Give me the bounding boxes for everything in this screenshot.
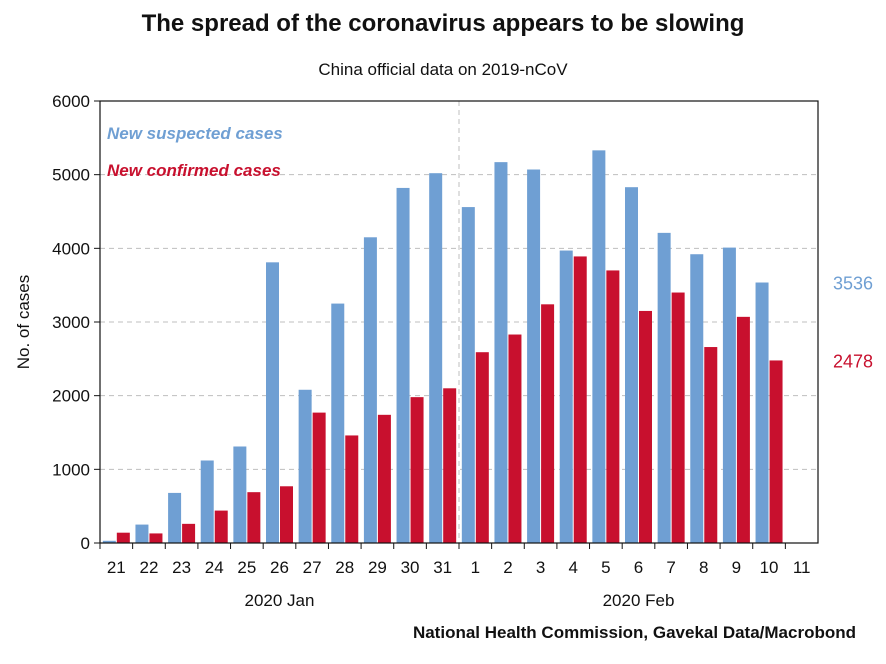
x-tick-label: 11 bbox=[793, 558, 811, 577]
y-tick-label: 0 bbox=[81, 534, 90, 553]
x-tick-label: 23 bbox=[172, 558, 191, 577]
suspected-bar bbox=[200, 460, 214, 543]
confirmed-bar bbox=[573, 256, 587, 543]
x-tick-label: 28 bbox=[335, 558, 354, 577]
suspected-bar bbox=[657, 232, 671, 543]
confirmed-bar bbox=[769, 360, 783, 543]
x-tick-label: 27 bbox=[303, 558, 322, 577]
y-tick-label: 5000 bbox=[52, 166, 90, 185]
suspected-bar bbox=[135, 524, 149, 543]
confirmed-bar bbox=[247, 492, 261, 543]
x-tick-label: 25 bbox=[237, 558, 256, 577]
confirmed-bar bbox=[639, 310, 652, 543]
confirmed-bar bbox=[280, 486, 293, 543]
x-tick-label: 2 bbox=[503, 558, 512, 577]
suspected-bar bbox=[298, 389, 312, 543]
confirmed-bar bbox=[214, 510, 228, 543]
suspected-bar bbox=[559, 250, 573, 543]
legend-entry: New suspected cases bbox=[107, 124, 283, 143]
y-tick-label: 3000 bbox=[52, 313, 90, 332]
suspected-bar bbox=[396, 187, 410, 543]
suspected-bar bbox=[592, 150, 606, 543]
x-tick-label: 9 bbox=[732, 558, 741, 577]
suspected-bar bbox=[494, 162, 508, 544]
x-tick-label: 26 bbox=[270, 558, 289, 577]
suspected-bar bbox=[755, 282, 769, 543]
confirmed-bar bbox=[377, 414, 391, 543]
chart-title: The spread of the coronavirus appears to… bbox=[141, 10, 745, 37]
x-tick-label: 29 bbox=[368, 558, 387, 577]
suspected-bar bbox=[527, 169, 541, 543]
suspected-bar bbox=[168, 492, 182, 543]
x-group-label: 2020 Jan bbox=[245, 591, 315, 610]
y-tick-label: 1000 bbox=[52, 460, 90, 479]
x-tick-label: 5 bbox=[601, 558, 610, 577]
confirmed-bar bbox=[736, 316, 750, 543]
suspected-bar bbox=[625, 187, 638, 543]
x-tick-label: 31 bbox=[433, 558, 452, 577]
y-tick-label: 4000 bbox=[52, 239, 90, 258]
confirmed-bar bbox=[475, 352, 489, 543]
suspected-bar bbox=[233, 446, 247, 543]
suspected-bar bbox=[429, 173, 443, 543]
confirmed-bar bbox=[312, 412, 326, 543]
x-tick-label: 1 bbox=[471, 558, 480, 577]
x-tick-label: 3 bbox=[536, 558, 545, 577]
end-value-label: 2478 bbox=[833, 351, 873, 371]
suspected-bar bbox=[102, 540, 116, 543]
y-tick-label: 2000 bbox=[52, 387, 90, 406]
x-tick-label: 30 bbox=[401, 558, 420, 577]
confirmed-bar bbox=[606, 270, 620, 543]
y-tick-label: 6000 bbox=[52, 92, 90, 111]
suspected-bar bbox=[461, 207, 475, 543]
source-note: National Health Commission, Gavekal Data… bbox=[412, 623, 856, 642]
confirmed-bar bbox=[410, 397, 424, 543]
suspected-bar bbox=[331, 303, 345, 543]
x-tick-label: 21 bbox=[107, 558, 126, 577]
suspected-bar bbox=[363, 237, 377, 544]
confirmed-bar bbox=[116, 532, 130, 543]
x-tick-label: 10 bbox=[760, 558, 779, 577]
suspected-bar bbox=[722, 247, 736, 543]
confirmed-bar bbox=[508, 334, 522, 543]
y-axis-label: No. of cases bbox=[14, 275, 33, 370]
confirmed-bar bbox=[541, 304, 555, 543]
end-value-label: 3536 bbox=[833, 274, 873, 294]
x-tick-label: 7 bbox=[666, 558, 675, 577]
x-group-label: 2020 Feb bbox=[603, 591, 675, 610]
confirmed-bar bbox=[182, 523, 196, 543]
suspected-bar bbox=[690, 254, 704, 543]
x-tick-label: 6 bbox=[634, 558, 643, 577]
chart-subtitle: China official data on 2019-nCoV bbox=[318, 60, 568, 79]
x-tick-label: 4 bbox=[568, 558, 577, 577]
x-tick-label: 8 bbox=[699, 558, 708, 577]
x-tick-label: 24 bbox=[205, 558, 224, 577]
suspected-bar bbox=[266, 262, 279, 543]
legend-entry: New confirmed cases bbox=[107, 161, 281, 180]
confirmed-bar bbox=[671, 292, 685, 543]
x-tick-label: 22 bbox=[139, 558, 158, 577]
confirmed-bar bbox=[149, 533, 163, 543]
confirmed-bar bbox=[704, 347, 718, 543]
confirmed-bar bbox=[443, 388, 457, 543]
confirmed-bar bbox=[345, 435, 359, 543]
